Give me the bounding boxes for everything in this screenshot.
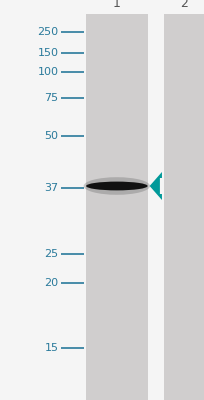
- Text: 50: 50: [44, 131, 58, 141]
- Text: 2: 2: [180, 0, 187, 10]
- Text: 1: 1: [112, 0, 120, 10]
- FancyArrow shape: [149, 172, 161, 200]
- Text: 100: 100: [37, 67, 58, 77]
- Bar: [86, 14, 147, 400]
- Text: 150: 150: [37, 48, 58, 58]
- Text: 20: 20: [44, 278, 58, 288]
- Text: 250: 250: [37, 27, 58, 37]
- Text: 37: 37: [44, 183, 58, 193]
- Ellipse shape: [86, 182, 147, 190]
- Text: 15: 15: [44, 343, 58, 353]
- Text: 25: 25: [44, 249, 58, 259]
- Bar: [163, 14, 204, 400]
- Ellipse shape: [83, 177, 149, 195]
- Text: 75: 75: [44, 93, 58, 103]
